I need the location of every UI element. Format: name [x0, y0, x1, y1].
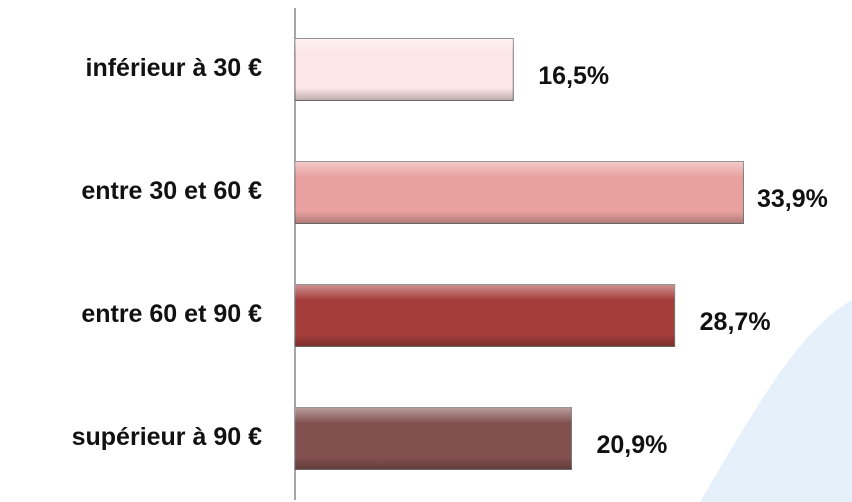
bar-shine	[295, 284, 675, 347]
category-label: supérieur à 90 €	[72, 423, 262, 451]
category-label: entre 30 et 60 €	[81, 177, 262, 205]
category-label: entre 60 et 90 €	[81, 300, 262, 328]
value-label: 20,9%	[596, 431, 667, 459]
value-label: 28,7%	[700, 308, 771, 336]
background-decoration	[700, 300, 852, 502]
bar-shine	[295, 161, 744, 224]
value-label: 16,5%	[538, 62, 609, 90]
bar-shine	[295, 407, 572, 470]
bar-shine	[295, 38, 514, 101]
value-label: 33,9%	[757, 185, 828, 213]
category-label: inférieur à 30 €	[86, 54, 263, 82]
